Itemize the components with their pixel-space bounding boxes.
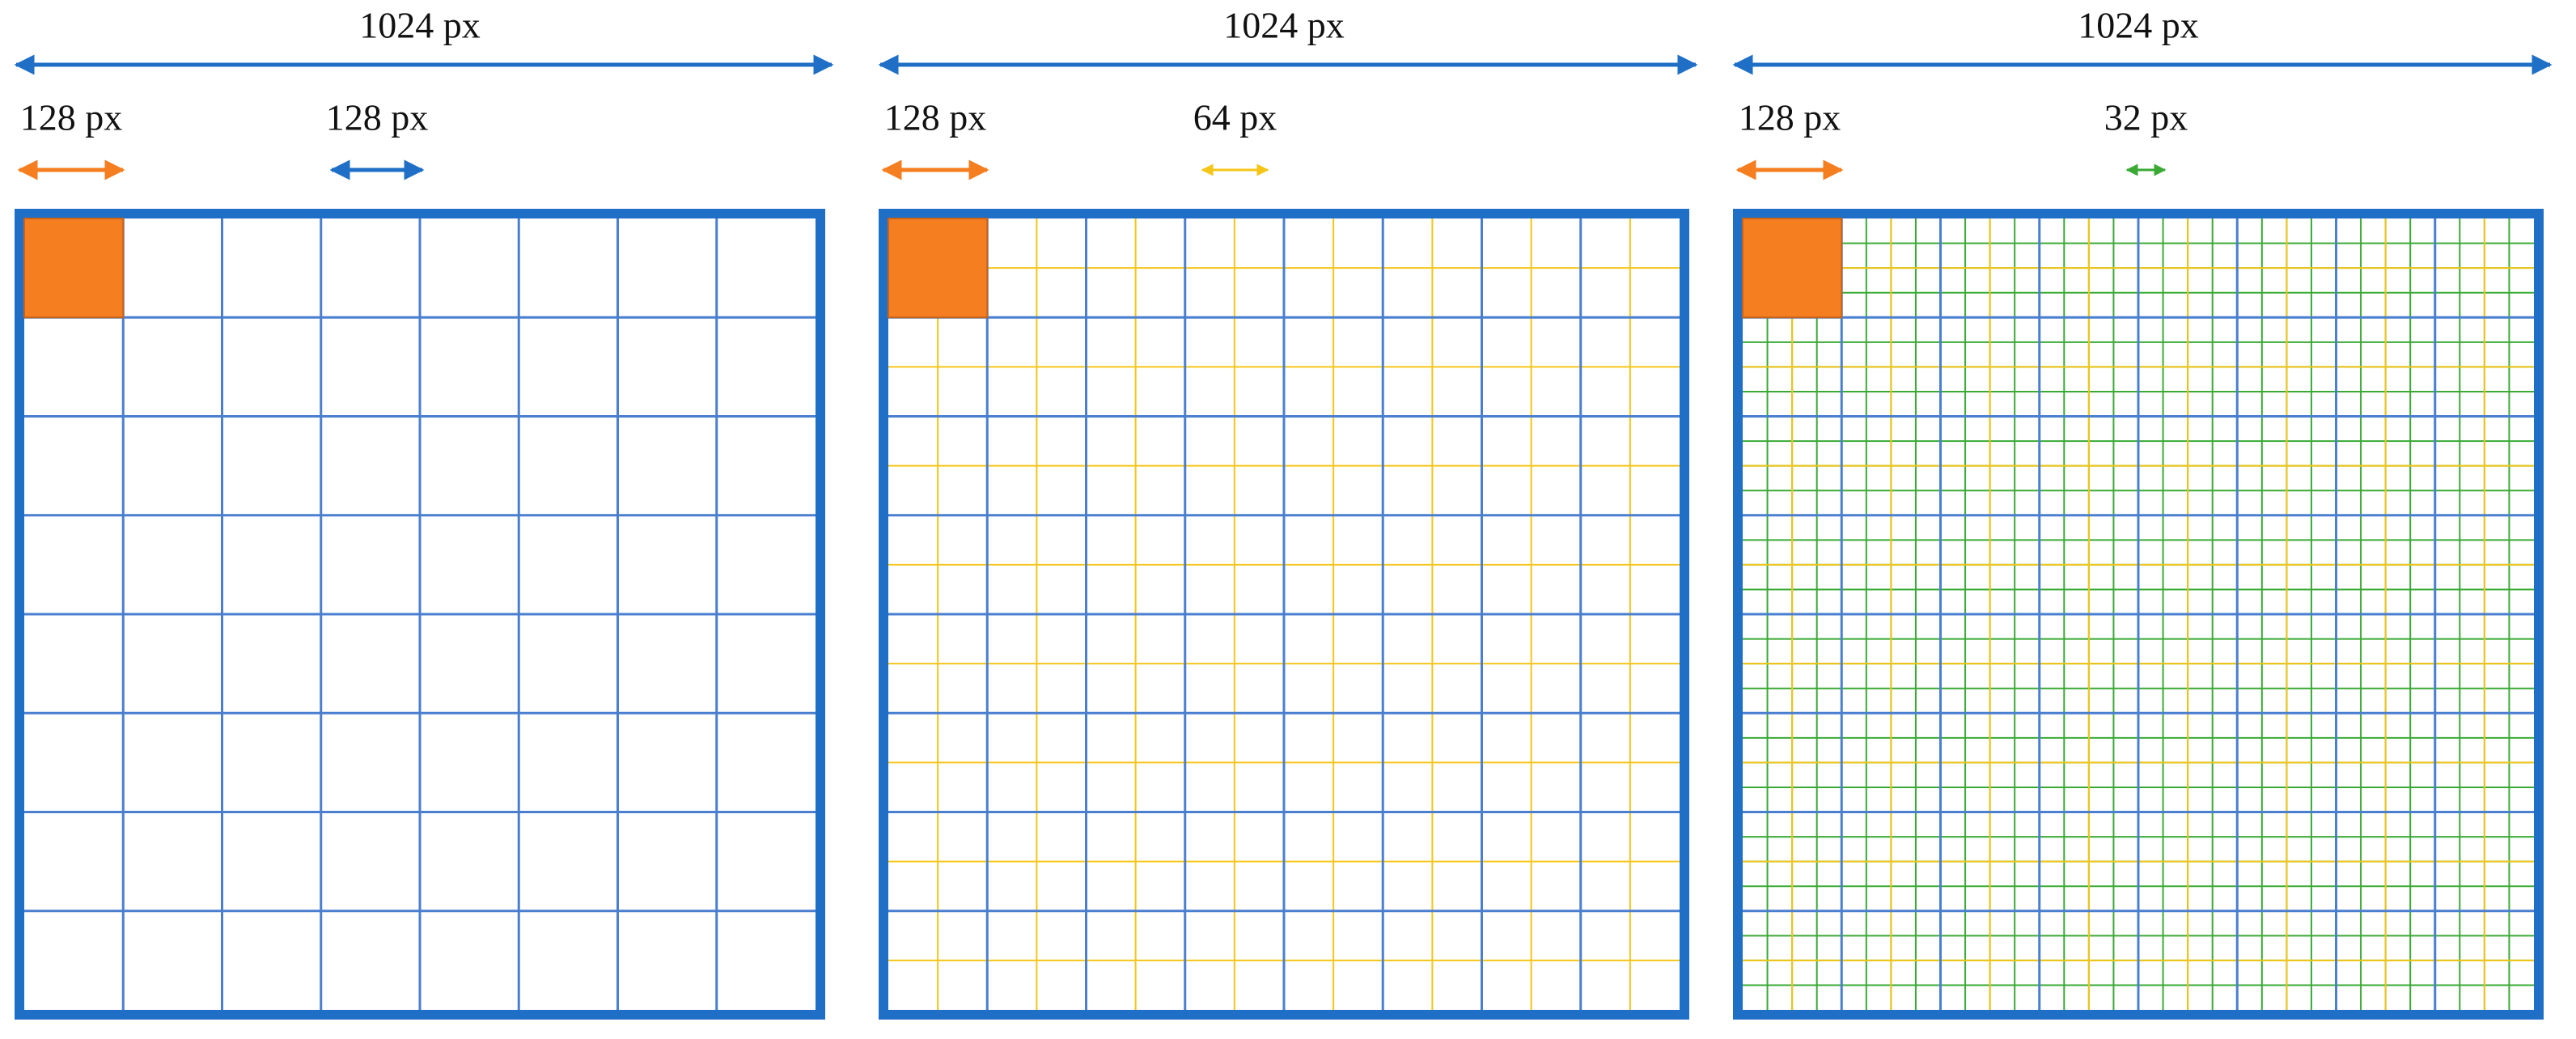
- patch: [23, 218, 125, 319]
- panel: 1024 px 128 px 128 px: [14, 5, 834, 1020]
- step-label: 32 px: [2104, 97, 2188, 138]
- panel: 1024 px 128 px 32 px: [1732, 5, 2553, 1020]
- patch-label: 128 px: [20, 97, 123, 138]
- patch: [1742, 218, 1843, 319]
- step-label: 64 px: [1193, 97, 1277, 138]
- image-border: [879, 209, 1689, 1020]
- patch: [888, 218, 989, 319]
- width-label: 1024 px: [359, 5, 481, 46]
- patch-label: 128 px: [884, 97, 987, 138]
- step-label: 128 px: [326, 97, 429, 138]
- panel: 1024 px 128 px 64 px: [878, 5, 1698, 1020]
- image-border: [15, 209, 825, 1020]
- width-label: 1024 px: [1223, 5, 1345, 46]
- image-border: [1733, 209, 2544, 1020]
- width-label: 1024 px: [2078, 5, 2199, 46]
- patch-label: 128 px: [1739, 97, 1841, 138]
